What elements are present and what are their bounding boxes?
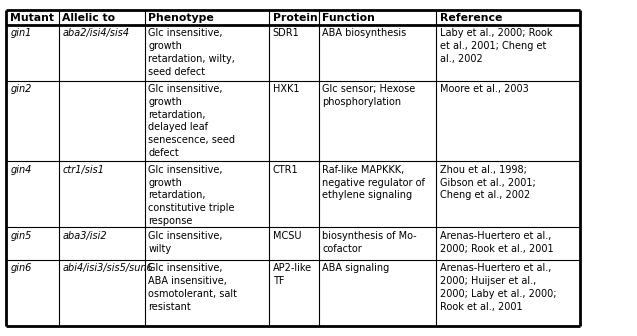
Text: Glc sensor; Hexose
phosphorylation: Glc sensor; Hexose phosphorylation — [322, 84, 415, 107]
Text: gin2: gin2 — [10, 84, 32, 94]
Text: gin5: gin5 — [10, 231, 32, 241]
Text: Glc insensitive,
growth
retardation,
delayed leaf
senescence, seed
defect: Glc insensitive, growth retardation, del… — [148, 84, 236, 158]
Text: Moore et al., 2003: Moore et al., 2003 — [440, 84, 529, 94]
Text: AP2-like
TF: AP2-like TF — [273, 263, 311, 286]
Text: gin4: gin4 — [10, 165, 32, 175]
Text: ABA biosynthesis: ABA biosynthesis — [322, 28, 406, 38]
Text: Glc insensitive,
wilty: Glc insensitive, wilty — [148, 231, 223, 254]
Text: abi4/isi3/sis5/sun6: abi4/isi3/sis5/sun6 — [62, 263, 153, 273]
Text: Arenas-Huertero et al.,
2000; Huijser et al.,
2000; Laby et al., 2000;
Rook et a: Arenas-Huertero et al., 2000; Huijser et… — [440, 263, 557, 311]
Text: HXK1: HXK1 — [273, 84, 299, 94]
Text: CTR1: CTR1 — [273, 165, 298, 175]
Text: aba2/isi4/sis4: aba2/isi4/sis4 — [62, 28, 129, 38]
Text: Arenas-Huertero et al.,
2000; Rook et al., 2001: Arenas-Huertero et al., 2000; Rook et al… — [440, 231, 554, 254]
Text: Reference: Reference — [440, 13, 503, 24]
Text: Zhou et al., 1998;
Gibson et al., 2001;
Cheng et al., 2002: Zhou et al., 1998; Gibson et al., 2001; … — [440, 165, 536, 200]
Text: Laby et al., 2000; Rook
et al., 2001; Cheng et
al., 2002: Laby et al., 2000; Rook et al., 2001; Ch… — [440, 28, 553, 64]
Text: ABA signaling: ABA signaling — [322, 263, 390, 273]
Text: SDR1: SDR1 — [273, 28, 299, 38]
Text: Glc insensitive,
growth
retardation, wilty,
seed defect: Glc insensitive, growth retardation, wil… — [148, 28, 235, 77]
Text: MCSU: MCSU — [273, 231, 301, 241]
Text: Phenotype: Phenotype — [148, 13, 214, 24]
Text: gin6: gin6 — [10, 263, 32, 273]
Text: biosynthesis of Mo-
cofactor: biosynthesis of Mo- cofactor — [322, 231, 417, 254]
Text: Glc insensitive,
growth
retardation,
constitutive triple
response: Glc insensitive, growth retardation, con… — [148, 165, 235, 226]
Text: Glc insensitive,
ABA insensitive,
osmotolerant, salt
resistant: Glc insensitive, ABA insensitive, osmoto… — [148, 263, 238, 311]
Text: gin1: gin1 — [10, 28, 32, 38]
Text: Mutant: Mutant — [10, 13, 54, 24]
Text: Function: Function — [322, 13, 375, 24]
Text: Allelic to: Allelic to — [62, 13, 115, 24]
Text: ctr1/sis1: ctr1/sis1 — [62, 165, 104, 175]
Text: Raf-like MAPKKK,
negative regulator of
ethylene signaling: Raf-like MAPKKK, negative regulator of e… — [322, 165, 425, 200]
Text: Protein: Protein — [273, 13, 317, 24]
Text: aba3/isi2: aba3/isi2 — [62, 231, 107, 241]
